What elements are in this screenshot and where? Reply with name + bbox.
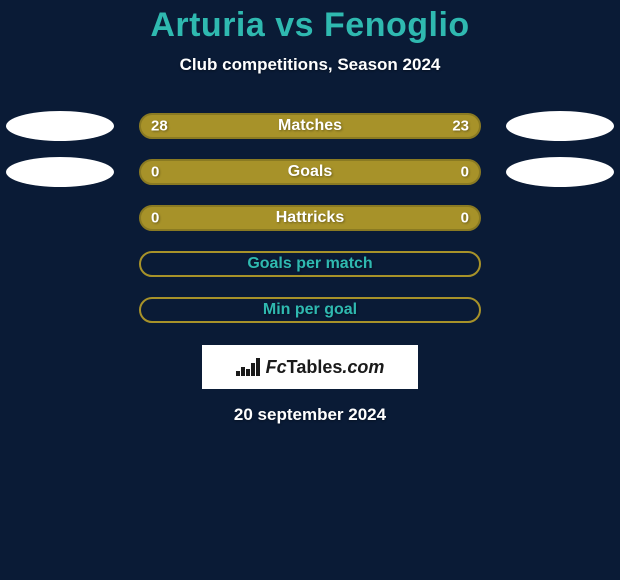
stat-value-left: 0 [151, 164, 159, 181]
branding-suffix: .com [342, 357, 384, 377]
page-title: Arturia vs Fenoglio [0, 6, 620, 45]
branding-main: Tables [287, 357, 343, 377]
footer-date: 20 september 2024 [0, 405, 620, 425]
stat-value-right: 0 [461, 164, 469, 181]
branding-text: FcTables.com [266, 357, 385, 378]
stat-row: 0 Goals 0 [0, 149, 620, 195]
stat-value-left: 28 [151, 118, 168, 135]
branding-box: FcTables.com [202, 345, 418, 389]
stat-bar: Goals per match [139, 251, 481, 277]
subtitle: Club competitions, Season 2024 [0, 55, 620, 75]
stat-label: Goals per match [247, 255, 372, 273]
branding-prefix: Fc [266, 357, 287, 377]
stat-row: Min per goal [0, 287, 620, 333]
stat-row: 28 Matches 23 [0, 103, 620, 149]
stat-value-right: 23 [452, 118, 469, 135]
stats-container: 28 Matches 23 0 Goals 0 0 Hattricks 0 Goals per m… [0, 103, 620, 333]
stat-ellipse-left [6, 157, 114, 187]
stat-label: Matches [278, 117, 342, 135]
stat-bar: Min per goal [139, 297, 481, 323]
stat-ellipse-right [506, 111, 614, 141]
stat-value-right: 0 [461, 210, 469, 227]
bar-chart-icon [236, 358, 260, 376]
player-left-name: Arturia [150, 6, 265, 44]
stat-row: Goals per match [0, 241, 620, 287]
stat-label: Hattricks [276, 209, 344, 227]
player-right-name: Fenoglio [324, 6, 470, 44]
stat-value-left: 0 [151, 210, 159, 227]
stat-ellipse-left [6, 111, 114, 141]
stat-label: Goals [288, 163, 332, 181]
stat-ellipse-right [506, 157, 614, 187]
stat-bar: 0 Goals 0 [139, 159, 481, 185]
stat-label: Min per goal [263, 301, 357, 319]
comparison-infographic: Arturia vs Fenoglio Club competitions, S… [0, 0, 620, 580]
stat-row: 0 Hattricks 0 [0, 195, 620, 241]
stat-bar: 0 Hattricks 0 [139, 205, 481, 231]
stat-bar: 28 Matches 23 [139, 113, 481, 139]
vs-separator: vs [275, 6, 314, 44]
